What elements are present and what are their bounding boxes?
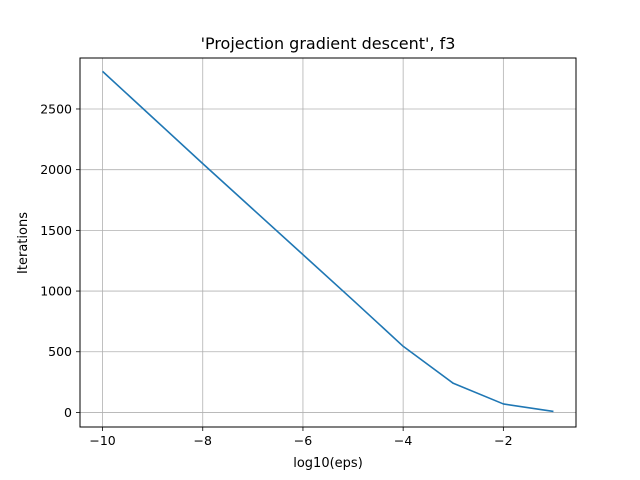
plot-frame <box>79 57 577 428</box>
x-tick-label: −4 <box>394 433 412 448</box>
y-tick-label: 0 <box>64 405 72 420</box>
x-axis-label: log10(eps) <box>293 456 363 471</box>
grid <box>80 58 576 427</box>
x-tick-label: −6 <box>294 433 312 448</box>
y-tick-label: 1000 <box>40 284 72 299</box>
y-axis: 0 500 1000 1500 2000 2500 <box>40 101 80 420</box>
x-tick-label: −8 <box>194 433 212 448</box>
x-tick-label: −2 <box>494 433 512 448</box>
y-tick-label: 2000 <box>40 162 72 177</box>
y-axis-label: Iterations <box>16 212 31 274</box>
series-group <box>102 70 554 413</box>
y-tick-label: 2500 <box>40 101 72 116</box>
x-tick-label: −10 <box>89 433 115 448</box>
x-axis: −10 −8 −6 −4 −2 <box>89 427 513 448</box>
y-tick-label: 500 <box>48 344 72 359</box>
series-line <box>102 70 554 413</box>
y-tick-label: 1500 <box>40 223 72 238</box>
chart-title: 'Projection gradient descent', f3 <box>201 34 456 53</box>
